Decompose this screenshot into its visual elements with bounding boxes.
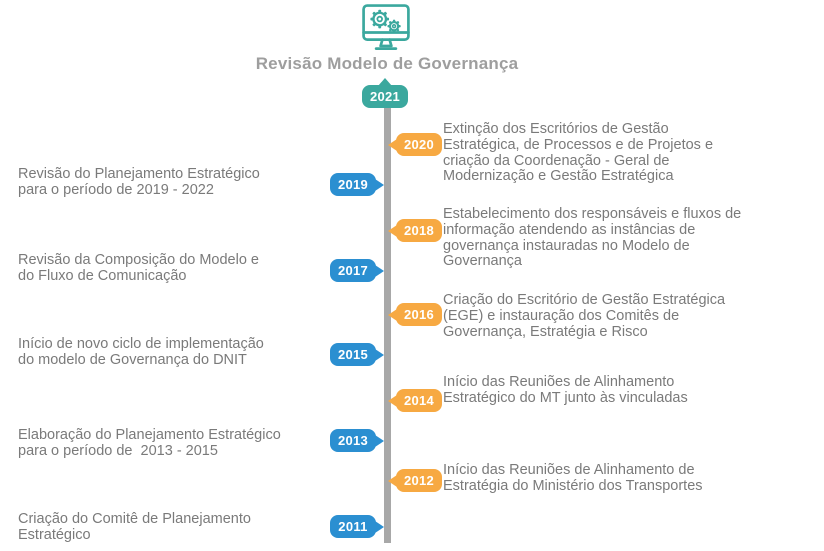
entry-text-2020: Extinção dos Escritórios de Gestão Estra… <box>443 121 714 185</box>
entry-text-2016: Criação do Escritório de Gestão Estratég… <box>443 292 726 340</box>
year-badge-2016: 2016 <box>396 303 442 326</box>
year-badge-2013: 2013 <box>330 429 376 452</box>
year-badge-2015: 2015 <box>330 343 376 366</box>
entry-text-2011: Criação do Comitê de Planejamento Estrat… <box>18 511 251 543</box>
year-badge-2011: 2011 <box>330 515 376 538</box>
entry-text-2015: Início de novo ciclo de implementação do… <box>18 336 264 368</box>
page-title: Revisão Modelo de Governança <box>255 54 519 73</box>
entry-text-2014: Início das Reuniões de Alinhamento Estra… <box>443 374 688 406</box>
monitor-gears-icon <box>357 2 415 52</box>
year-badge-2017: 2017 <box>330 259 376 282</box>
entry-text-2012: Início das Reuniões de Alinhamento de Es… <box>443 462 703 494</box>
year-badge-2012: 2012 <box>396 469 442 492</box>
year-badge-2018: 2018 <box>396 219 442 242</box>
entry-text-2017: Revisão da Composição do Modelo e do Flu… <box>18 252 259 284</box>
year-badge-2019: 2019 <box>330 173 376 196</box>
year-badge-2020: 2020 <box>396 133 442 156</box>
entry-text-2019: Revisão do Planejamento Estratégico para… <box>18 166 260 198</box>
timeline-axis <box>384 107 391 543</box>
entry-text-2013: Elaboração do Planejamento Estratégico p… <box>18 427 281 459</box>
entry-text-2018: Estabelecimento dos responsáveis e fluxo… <box>443 206 742 270</box>
year-badge-2021: 2021 <box>362 85 408 108</box>
year-badge-2014: 2014 <box>396 389 442 412</box>
